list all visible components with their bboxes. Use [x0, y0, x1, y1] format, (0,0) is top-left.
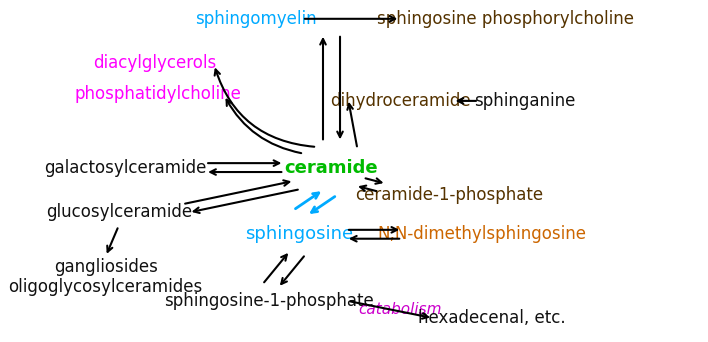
Text: gangliosides: gangliosides	[54, 258, 158, 276]
Text: dihydroceramide: dihydroceramide	[330, 92, 471, 110]
Text: ceramide-1-phosphate: ceramide-1-phosphate	[355, 186, 544, 204]
Text: sphingosine: sphingosine	[245, 225, 353, 243]
Text: sphinganine: sphinganine	[474, 92, 576, 110]
Text: ceramide: ceramide	[285, 159, 378, 176]
Text: oligoglycosylceramides: oligoglycosylceramides	[8, 278, 202, 296]
Text: diacylglycerols: diacylglycerols	[93, 54, 217, 72]
Text: sphingosine phosphorylcholine: sphingosine phosphorylcholine	[377, 10, 634, 28]
Text: sphingomyelin: sphingomyelin	[195, 10, 317, 28]
Text: glucosylceramide: glucosylceramide	[45, 203, 192, 221]
Text: phosphatidylcholine: phosphatidylcholine	[74, 85, 241, 103]
Text: galactosylceramide: galactosylceramide	[44, 159, 207, 176]
Text: sphingosine-1-phosphate: sphingosine-1-phosphate	[164, 292, 375, 310]
Text: N,N-dimethylsphingosine: N,N-dimethylsphingosine	[377, 225, 587, 243]
Text: catabolism: catabolism	[358, 302, 442, 317]
Text: hexadecenal, etc.: hexadecenal, etc.	[418, 309, 566, 327]
